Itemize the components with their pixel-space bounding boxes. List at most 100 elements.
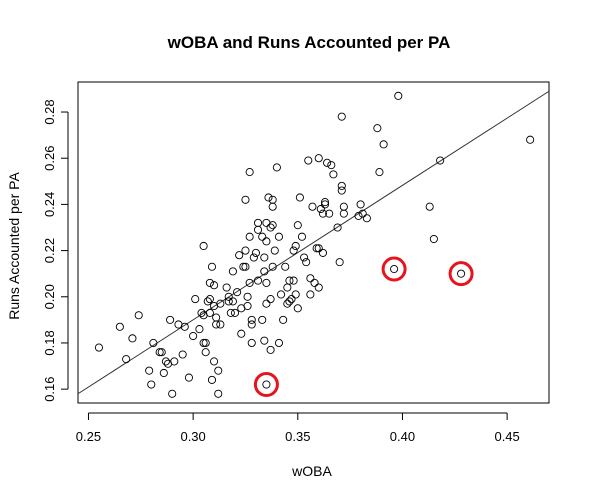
data-point [304, 156, 313, 165]
data-point [205, 278, 214, 287]
data-point [394, 91, 403, 100]
data-point [122, 355, 131, 364]
data-point [274, 338, 284, 348]
data-point [243, 292, 252, 301]
data-point [268, 221, 277, 230]
data-point [291, 241, 300, 251]
data-point [457, 269, 466, 278]
y-axis-label: Runs Accounted per PA [6, 172, 22, 320]
data-point [337, 186, 346, 195]
data-point [207, 375, 217, 384]
data-point [358, 209, 367, 218]
data-point [373, 124, 382, 133]
data-point [310, 278, 319, 287]
data-point [214, 366, 223, 375]
data-point [262, 237, 271, 246]
data-point [314, 154, 323, 163]
data-point [207, 262, 217, 271]
data-point [308, 202, 317, 211]
data-point [302, 258, 311, 267]
data-point [316, 204, 325, 214]
data-point [320, 198, 330, 207]
data-point [205, 308, 214, 317]
data-point [134, 311, 143, 320]
data-point [312, 244, 321, 253]
data-point [289, 276, 298, 285]
data-point [526, 135, 535, 144]
x-axis-label: wOBA [291, 463, 332, 479]
data-point [253, 218, 263, 227]
data-point [235, 251, 244, 260]
data-point [161, 357, 170, 366]
data-point [247, 320, 256, 329]
data-point [320, 200, 330, 209]
data-point [260, 253, 269, 262]
data-point [297, 232, 307, 241]
data-point [199, 241, 208, 251]
data-point [166, 315, 175, 324]
y-axis: 0.16 0.18 0.20 0.22 0.24 0.26 0.28 [42, 99, 69, 402]
data-point [212, 320, 221, 329]
data-point [233, 288, 242, 297]
data-point [155, 348, 164, 357]
data-point [247, 315, 256, 324]
data-point [356, 200, 365, 209]
data-point [168, 389, 177, 398]
data-point [318, 209, 327, 218]
data-point [228, 267, 237, 276]
data-point [306, 290, 315, 299]
data-point [281, 262, 290, 271]
data-point [264, 193, 273, 202]
data-point [241, 262, 250, 271]
data-point [241, 246, 250, 255]
data-point [237, 329, 246, 338]
data-point [314, 283, 323, 292]
data-point [266, 295, 275, 304]
data-point [201, 348, 210, 357]
data-point [262, 299, 271, 308]
y-tick-label: 0.28 [42, 99, 57, 124]
data-point [210, 281, 219, 290]
data-point [260, 336, 269, 345]
data-point [201, 338, 210, 348]
data-point [293, 304, 302, 313]
data-point [362, 214, 371, 223]
data-point [285, 297, 294, 306]
data-point [216, 320, 225, 329]
data-point [268, 195, 277, 204]
data-point [214, 389, 223, 398]
highlight-circle [448, 261, 474, 287]
data-point [228, 297, 237, 306]
y-tick-label: 0.24 [42, 192, 57, 217]
data-point [337, 112, 346, 121]
data-point [243, 301, 252, 311]
x-tick-label: 0.45 [494, 429, 519, 444]
data-point [354, 211, 363, 220]
x-tick-label: 0.25 [76, 429, 101, 444]
data-point [180, 322, 189, 331]
x-tick-label: 0.30 [180, 429, 205, 444]
data-point [436, 156, 445, 165]
data-point [375, 168, 384, 177]
data-point [184, 373, 193, 382]
data-point [268, 262, 277, 271]
data-point [293, 221, 302, 230]
y-tick-label: 0.26 [42, 146, 57, 171]
data-point [287, 295, 296, 304]
data-point [159, 368, 168, 378]
data-point [241, 195, 250, 204]
x-tick-label: 0.40 [390, 429, 415, 444]
y-tick-label: 0.18 [42, 330, 57, 355]
data-point [329, 170, 338, 179]
data-point [199, 338, 208, 348]
data-point [283, 299, 292, 308]
data-point [318, 248, 327, 257]
data-point [390, 265, 399, 274]
highlights-group [253, 256, 474, 398]
data-point [277, 290, 286, 299]
data-point [291, 290, 300, 299]
data-point [170, 357, 179, 366]
data-point [224, 297, 233, 306]
y-tick-label: 0.22 [42, 238, 57, 263]
data-point [270, 246, 279, 255]
